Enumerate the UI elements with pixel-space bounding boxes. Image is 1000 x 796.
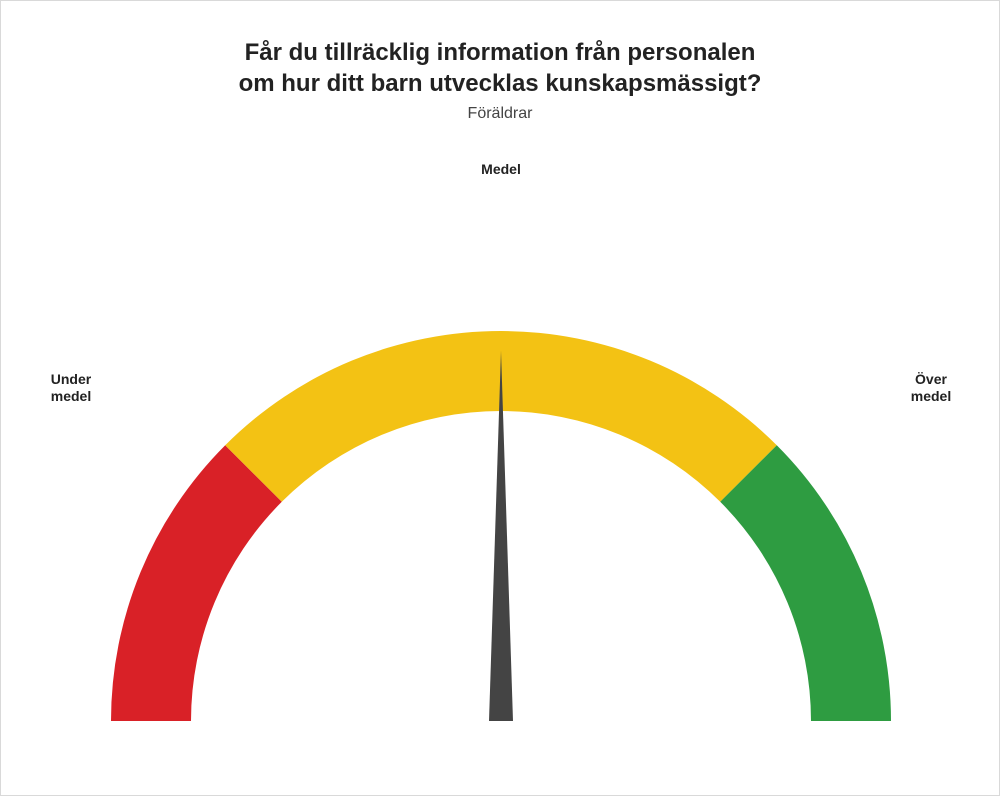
chart-subtitle: Föräldrar	[1, 105, 999, 123]
title-block: Får du tillräcklig information från pers…	[1, 37, 999, 123]
chart-frame: Får du tillräcklig information från pers…	[0, 0, 1000, 796]
chart-title-line1: Får du tillräcklig information från pers…	[245, 39, 756, 66]
gauge-label-under-medel: Undermedel	[31, 371, 111, 405]
chart-title: Får du tillräcklig information från pers…	[1, 37, 999, 99]
gauge-svg	[1, 161, 1000, 781]
chart-title-line2: om hur ditt barn utvecklas kunskapsmässi…	[239, 70, 762, 97]
gauge-label-medel: Medel	[461, 161, 541, 178]
gauge-chart: Undermedel Medel Övermedel	[1, 161, 999, 721]
gauge-label-over-medel: Övermedel	[891, 371, 971, 405]
